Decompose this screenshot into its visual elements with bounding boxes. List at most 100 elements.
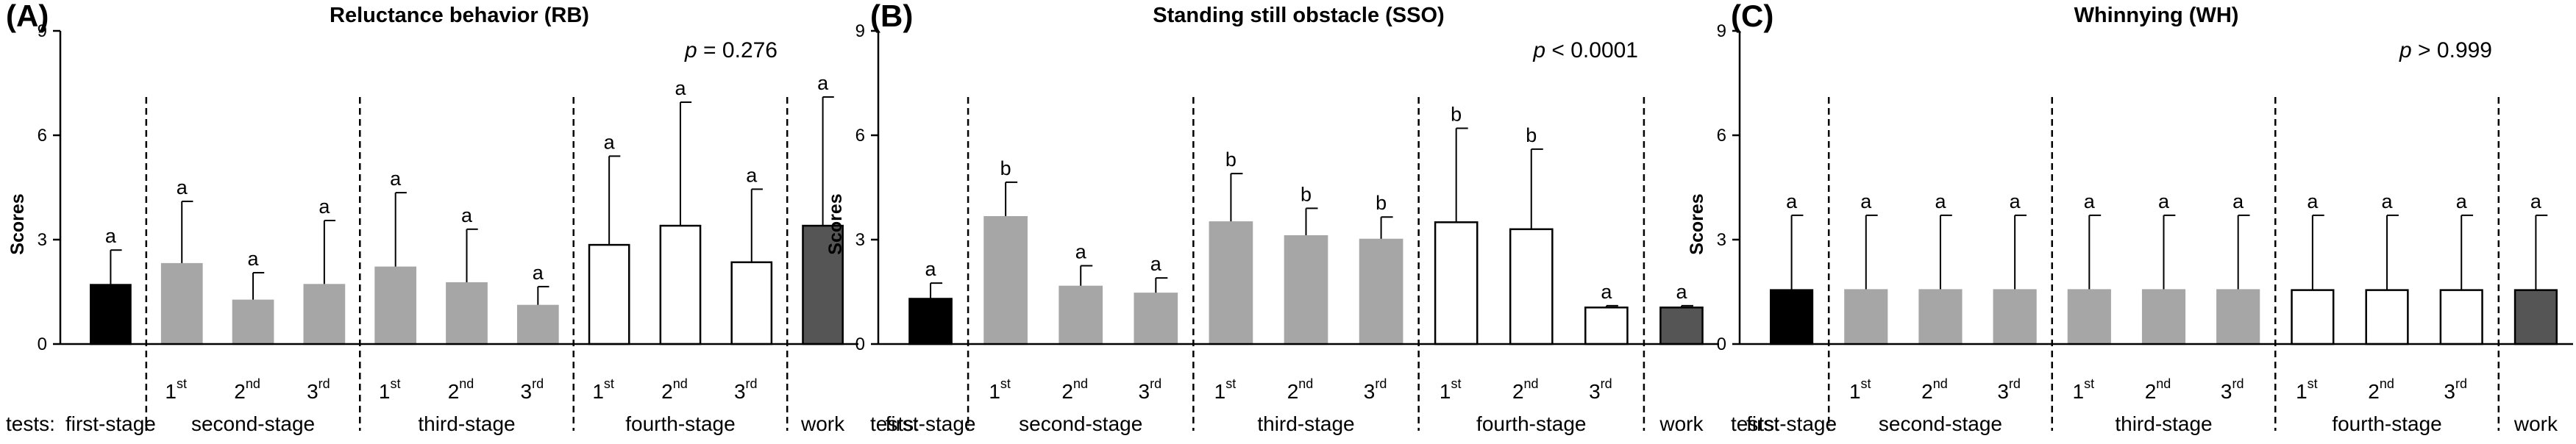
ordinal-number: 2: [2368, 380, 2380, 403]
ordinal-number: 2: [1287, 380, 1299, 403]
significance-letter: a: [2530, 190, 2542, 212]
y-axis-label: Scores: [7, 193, 28, 254]
p-operator: =: [703, 38, 716, 62]
y-axis-label: Scores: [825, 193, 846, 254]
bar: [1058, 285, 1103, 345]
bar: [1509, 228, 1554, 345]
x-tick-label: 1st: [592, 376, 614, 403]
p-operator: >: [2418, 38, 2431, 62]
group-label: first-stage: [65, 412, 156, 435]
bar: [303, 284, 346, 345]
significance-letter: b: [1526, 124, 1537, 146]
p-number: 0.999: [2437, 38, 2492, 62]
ordinal-number: 3: [2444, 380, 2455, 403]
x-tick-label: 2nd: [661, 376, 688, 403]
significance-letter: a: [1075, 241, 1087, 263]
bar: [2067, 289, 2111, 345]
y-tick-label: 3: [855, 230, 865, 250]
ordinal-number: 2: [1512, 380, 1524, 403]
significance-letter: a: [1150, 253, 1162, 275]
ordinal-number: 1: [379, 380, 391, 403]
significance-letter: a: [1935, 190, 1946, 212]
ordinal-suffix: st: [177, 376, 187, 391]
ordinal-suffix: st: [1000, 376, 1011, 391]
significance-letter: a: [925, 258, 937, 280]
panel-label: (C): [1731, 0, 1773, 33]
ordinal-number: 2: [661, 380, 673, 403]
bar: [730, 261, 773, 345]
ordinal-suffix: rd: [1601, 376, 1612, 391]
significance-letter: a: [2456, 190, 2468, 212]
x-tick-label: 3rd: [1997, 376, 2021, 403]
x-tick-label: 1st: [165, 376, 187, 403]
p-number: 0.0001: [1570, 38, 1638, 62]
significance-letter: a: [2382, 190, 2394, 212]
bar: [2365, 289, 2409, 345]
ordinal-suffix: nd: [2156, 376, 2171, 391]
group-label: fourth-stage: [2332, 412, 2441, 435]
bar: [2291, 289, 2335, 345]
ordinal-number: 1: [989, 380, 1000, 403]
ordinal-suffix: rd: [2455, 376, 2467, 391]
group-label: second-stage: [1019, 412, 1142, 435]
x-tick-label: 1st: [2296, 376, 2318, 403]
ordinal-number: 3: [1139, 380, 1150, 403]
y-tick-label: 0: [1717, 334, 1726, 354]
ordinal-number: 3: [2221, 380, 2232, 403]
tests-prefix: tests:: [1731, 412, 1780, 435]
ordinal-number: 3: [1589, 380, 1601, 403]
significance-letter: a: [248, 248, 260, 270]
ordinal-suffix: nd: [1298, 376, 1313, 391]
tests-prefix: tests:: [6, 412, 55, 435]
significance-letter: a: [817, 72, 829, 94]
panel-label: (A): [6, 0, 49, 33]
x-tick-label: 3rd: [1364, 376, 1387, 403]
bar: [2513, 289, 2558, 345]
bar: [232, 299, 274, 345]
ordinal-number: 3: [521, 380, 533, 403]
ordinal-number: 1: [592, 380, 604, 403]
x-tick-label: 1st: [2073, 376, 2095, 403]
p-value: p = 0.276: [684, 38, 778, 62]
significance-letter: b: [1451, 104, 1462, 126]
p-symbol: p: [1532, 38, 1545, 62]
ordinal-suffix: nd: [1073, 376, 1088, 391]
group-label: first-stage: [1746, 412, 1837, 435]
panel-a: (A) Reluctance behavior (RB) p = 0.276 0 3 6 9…: [6, 0, 858, 435]
x-tick-label: 2nd: [448, 376, 474, 403]
x-tick-label: 3rd: [521, 376, 544, 403]
chart-title: Reluctance behavior (RB): [330, 4, 589, 27]
ordinal-number: 3: [734, 380, 746, 403]
significance-letter: a: [746, 164, 758, 186]
significance-letter: a: [2010, 190, 2021, 212]
panel-b: (B) Standing still obstacle (SSO) p < 0.00…: [825, 0, 1719, 435]
bar: [1844, 289, 1888, 345]
x-tick-label: 2nd: [1061, 376, 1088, 403]
bar: [2216, 289, 2260, 345]
x-tick-label: 2nd: [1921, 376, 1948, 403]
ordinal-number: 1: [165, 380, 177, 403]
bar: [983, 215, 1028, 345]
bar: [1209, 221, 1253, 345]
ordinal-suffix: nd: [459, 376, 474, 391]
x-tick-label: 1st: [1214, 376, 1237, 403]
bar: [588, 243, 630, 345]
significance-letter: b: [1301, 183, 1312, 205]
p-symbol: p: [2399, 38, 2412, 62]
group-label: first-stage: [886, 412, 976, 435]
bar: [908, 298, 953, 345]
ordinal-suffix: st: [1861, 376, 1871, 391]
ordinal-suffix: rd: [746, 376, 758, 391]
ordinal-suffix: st: [2308, 376, 2318, 391]
tests-prefix: tests:: [870, 412, 919, 435]
significance-letter: a: [675, 77, 686, 99]
ordinal-suffix: rd: [2009, 376, 2021, 391]
significance-letter: b: [1000, 157, 1011, 179]
group-label: third-stage: [1257, 412, 1354, 435]
bar: [1434, 221, 1479, 345]
chart-title: Whinnying (WH): [2074, 4, 2239, 27]
bar: [1918, 289, 1963, 345]
group-label: second-stage: [191, 412, 315, 435]
x-tick-label: 2nd: [234, 376, 260, 403]
